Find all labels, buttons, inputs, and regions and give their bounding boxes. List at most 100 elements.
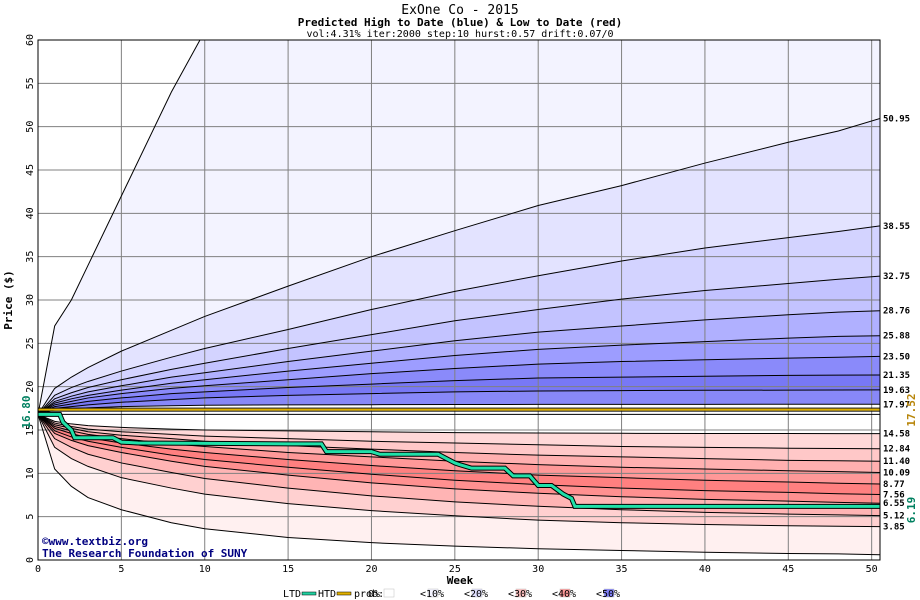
high-percentile-line <box>38 275 880 415</box>
legend-swatch <box>427 588 439 598</box>
y-tick-label: 40 <box>25 207 36 219</box>
legend-item-label: <40% <box>552 589 576 600</box>
percentile-value-label: 19.63 <box>883 386 910 396</box>
percentile-value-label: 12.84 <box>883 445 911 455</box>
y-tick-label: 60 <box>25 34 36 46</box>
high-percentile-line <box>38 335 880 415</box>
percentile-value-label: 14.58 <box>883 430 910 440</box>
last-price-label: 6.19 <box>905 497 918 524</box>
x-tick-label: 40 <box>699 564 711 575</box>
percentile-value-label: 28.76 <box>883 307 910 317</box>
percentile-value-label: 25.88 <box>883 332 910 342</box>
credit-website: ©www.textbiz.org <box>42 535 148 548</box>
x-tick-label: 15 <box>282 564 294 575</box>
y-tick-label: 25 <box>25 337 36 349</box>
y-tick-label: 5 <box>25 514 36 520</box>
legend-prob-label: prob: <box>354 589 384 600</box>
y-tick-labels: 0 5 10 15 20 25 30 35 40 45 50 55 60 <box>25 34 36 563</box>
low-percentile-line <box>38 414 880 528</box>
grid-lines <box>38 40 880 560</box>
x-tick-label: 50 <box>866 564 878 575</box>
x-tick-label: 10 <box>199 564 211 575</box>
percentile-value-label: 17.97 <box>883 400 910 410</box>
low-percentile-line <box>38 414 880 504</box>
right-value-labels: 50.95 38.55 32.75 28.76 25.88 23.50 21.35 19.63… <box>883 114 911 532</box>
percentile-value-label: 5.12 <box>883 512 905 522</box>
legend-swatches: 0% <10% <20% <30% <40% <50% <box>368 588 620 600</box>
probability-bands <box>38 40 880 555</box>
low-band-3 <box>38 414 880 484</box>
low-percentile-line <box>38 413 880 474</box>
high-band-1 <box>38 118 880 415</box>
low-band-0 <box>38 414 880 449</box>
chart-parameters: vol:4.31% iter:2000 step:10 hurst:0.57 d… <box>306 29 613 40</box>
x-axis-label: Week <box>447 574 474 587</box>
high-band-4 <box>38 310 880 415</box>
expected-high-label: 17.52 <box>905 393 918 426</box>
legend-item-label: <10% <box>420 589 444 600</box>
percentile-value-label: 10.09 <box>883 469 910 479</box>
x-tick-label: 30 <box>532 564 544 575</box>
legend-swatch <box>559 588 571 598</box>
y-tick-label: 15 <box>25 424 36 436</box>
legend-swatch <box>471 588 483 598</box>
y-tick-label: 10 <box>25 467 36 479</box>
low-percentile-line <box>38 413 880 462</box>
x-tick-label: 45 <box>782 564 794 575</box>
y-axis-label: Price ($) <box>2 270 15 330</box>
y-tick-label: 50 <box>25 121 36 133</box>
y-tick-label: 30 <box>25 294 36 306</box>
x-tick-label: 5 <box>118 564 124 575</box>
low-band-5 <box>38 414 880 504</box>
legend-item-label: <20% <box>464 589 488 600</box>
plot-frame <box>37 39 881 561</box>
low-percentile-line <box>38 413 880 450</box>
legend: LTD HTD prob: 0% <10% <20% <30% <40% <50% <box>283 588 620 600</box>
percentile-value-label: 21.35 <box>883 371 910 381</box>
percentile-value-label: 23.50 <box>883 352 910 362</box>
high-percentile-line <box>38 40 201 415</box>
x-tick-label: 25 <box>449 564 461 575</box>
x-tick-label: 20 <box>365 564 377 575</box>
low-band-8 <box>38 414 880 555</box>
percentile-value-label: 3.85 <box>883 523 905 533</box>
percentile-value-label: 8.77 <box>883 480 905 490</box>
high-band-8 <box>38 389 880 415</box>
high-band-3 <box>38 276 880 415</box>
high-percentile-line <box>38 225 880 415</box>
percentile-value-label: 50.95 <box>883 114 910 124</box>
percentile-value-label: 38.55 <box>883 222 910 232</box>
high-band-5 <box>38 335 880 415</box>
ltd-trace <box>38 412 880 508</box>
high-band-7 <box>38 374 880 415</box>
low-percentile-line <box>38 414 880 556</box>
legend-swatch <box>515 588 527 598</box>
legend-swatch <box>383 588 395 598</box>
y-tick-label: 20 <box>25 381 36 393</box>
percentile-value-label: 6.55 <box>883 499 905 509</box>
legend-item-label: 0% <box>368 589 380 600</box>
high-band-0 <box>38 40 880 415</box>
start-price-label: 16.80 <box>20 395 33 428</box>
percentile-value-label: 7.56 <box>883 490 905 500</box>
low-band-4 <box>38 414 880 495</box>
low-band-7 <box>38 414 880 527</box>
legend-item-label: <30% <box>508 589 532 600</box>
legend-item-label: <50% <box>596 589 620 600</box>
price-traces <box>38 407 880 509</box>
percentile-value-label: 32.75 <box>883 272 910 282</box>
x-tick-labels: 0 5 10 15 20 25 30 35 40 45 50 <box>35 564 878 575</box>
high-percentile-line <box>38 374 880 415</box>
legend-swatch <box>603 588 615 598</box>
legend-ltd-swatch <box>301 591 317 596</box>
high-percentile-line <box>38 310 880 415</box>
x-tick-label: 35 <box>616 564 628 575</box>
chart-title: ExOne Co - 2015 <box>401 3 518 18</box>
legend-htd-label: HTD <box>318 589 336 600</box>
low-percentile-line <box>38 413 880 435</box>
x-tick-label: 0 <box>35 564 41 575</box>
low-percentile-line <box>38 414 880 517</box>
percentile-value-label: 11.40 <box>883 457 910 467</box>
